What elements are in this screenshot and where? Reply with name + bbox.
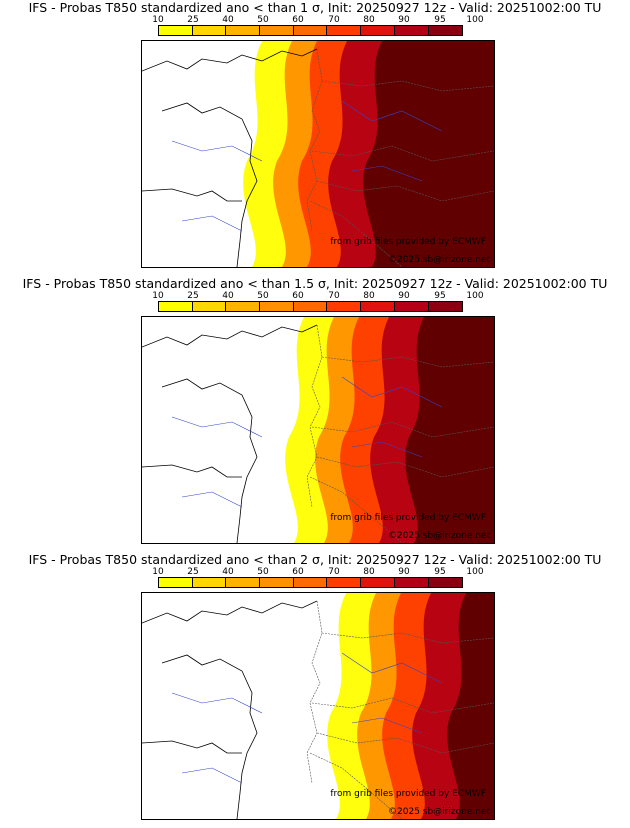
legend-label: 25	[187, 567, 199, 577]
legend-swatch	[428, 302, 463, 311]
legend-swatch	[192, 302, 227, 311]
map-svg	[142, 317, 494, 543]
probability-field	[285, 317, 494, 543]
legend-label: 50	[257, 291, 269, 301]
probability-map: from grib files provided by ECMWF ©2025 …	[141, 316, 495, 544]
legend-label: 80	[363, 291, 375, 301]
legend-label: 25	[187, 291, 199, 301]
color-legend	[158, 301, 464, 312]
legend-label: 80	[363, 15, 375, 25]
data-credit: from grib files provided by ECMWF	[330, 237, 486, 247]
legend-swatch	[192, 26, 227, 35]
data-credit: from grib files provided by ECMWF	[330, 789, 486, 799]
color-legend	[158, 25, 464, 36]
legend-label: 100	[466, 15, 484, 25]
coastlines-borders	[142, 324, 494, 543]
legend-swatch	[260, 578, 294, 587]
legend-label: 70	[328, 567, 340, 577]
legend-label: 90	[398, 291, 410, 301]
legend-swatch	[192, 578, 227, 587]
legend-swatch	[394, 302, 429, 311]
legend-label: 60	[292, 567, 304, 577]
legend-label: 50	[257, 15, 269, 25]
legend-swatch	[428, 578, 463, 587]
legend-label: 80	[363, 567, 375, 577]
legend-label: 100	[466, 567, 484, 577]
copyright: ©2025 sb@irizone.net	[388, 531, 490, 541]
legend-labels: 10 25 40 50 60 70 80 90 95 100	[0, 15, 630, 25]
legend-label: 60	[292, 291, 304, 301]
legend-label: 10	[152, 15, 164, 25]
legend-label: 100	[466, 291, 484, 301]
map-svg	[142, 593, 494, 819]
legend-label: 90	[398, 15, 410, 25]
legend-label: 95	[434, 291, 446, 301]
legend-swatch	[159, 26, 193, 35]
copyright: ©2025 sb@irizone.net	[388, 255, 490, 265]
coastlines-borders	[142, 600, 494, 819]
legend-swatch	[394, 578, 429, 587]
legend-label: 95	[434, 15, 446, 25]
panel-title: IFS - Probas T850 standardized ano < tha…	[28, 552, 602, 567]
panel-title: IFS - Probas T850 standardized ano < tha…	[22, 276, 608, 291]
copyright: ©2025 sb@irizone.net	[388, 807, 490, 817]
legend-swatch	[327, 578, 362, 587]
legend-swatch	[428, 26, 463, 35]
legend-labels: 10 25 40 50 60 70 80 90 95 100	[0, 291, 630, 301]
legend-swatch	[327, 302, 362, 311]
legend-swatch	[260, 26, 294, 35]
legend-swatch	[293, 302, 328, 311]
legend-label: 60	[292, 15, 304, 25]
legend-label: 25	[187, 15, 199, 25]
probability-field	[327, 593, 494, 819]
legend-swatch	[226, 302, 261, 311]
legend-swatch	[226, 578, 261, 587]
map-svg	[142, 41, 494, 267]
legend-swatch	[361, 26, 395, 35]
legend-swatch	[361, 578, 395, 587]
legend-label: 40	[222, 291, 234, 301]
map-panel-1: IFS - Probas T850 standardized ano < tha…	[0, 0, 630, 276]
legend-label: 90	[398, 567, 410, 577]
legend-label: 10	[152, 567, 164, 577]
legend-label: 70	[328, 291, 340, 301]
legend-label: 40	[222, 567, 234, 577]
legend-label: 40	[222, 15, 234, 25]
map-panel-2: IFS - Probas T850 standardized ano < tha…	[0, 276, 630, 552]
legend-swatch	[293, 578, 328, 587]
legend-swatch	[260, 302, 294, 311]
legend-label: 10	[152, 291, 164, 301]
legend-swatch	[226, 26, 261, 35]
legend-swatch	[361, 302, 395, 311]
map-panel-3: IFS - Probas T850 standardized ano < tha…	[0, 552, 630, 828]
legend-swatch	[159, 302, 193, 311]
probability-map: from grib files provided by ECMWF ©2025 …	[141, 592, 495, 820]
legend-swatch	[394, 26, 429, 35]
data-credit: from grib files provided by ECMWF	[330, 513, 486, 523]
probability-field	[243, 41, 494, 267]
legend-swatch	[159, 578, 193, 587]
probability-map: from grib files provided by ECMWF ©2025 …	[141, 40, 495, 268]
legend-label: 95	[434, 567, 446, 577]
color-legend	[158, 577, 464, 588]
panel-title: IFS - Probas T850 standardized ano < tha…	[28, 0, 602, 15]
legend-labels: 10 25 40 50 60 70 80 90 95 100	[0, 567, 630, 577]
coastlines-borders	[142, 48, 494, 267]
legend-swatch	[293, 26, 328, 35]
legend-label: 50	[257, 567, 269, 577]
legend-swatch	[327, 26, 362, 35]
legend-label: 70	[328, 15, 340, 25]
